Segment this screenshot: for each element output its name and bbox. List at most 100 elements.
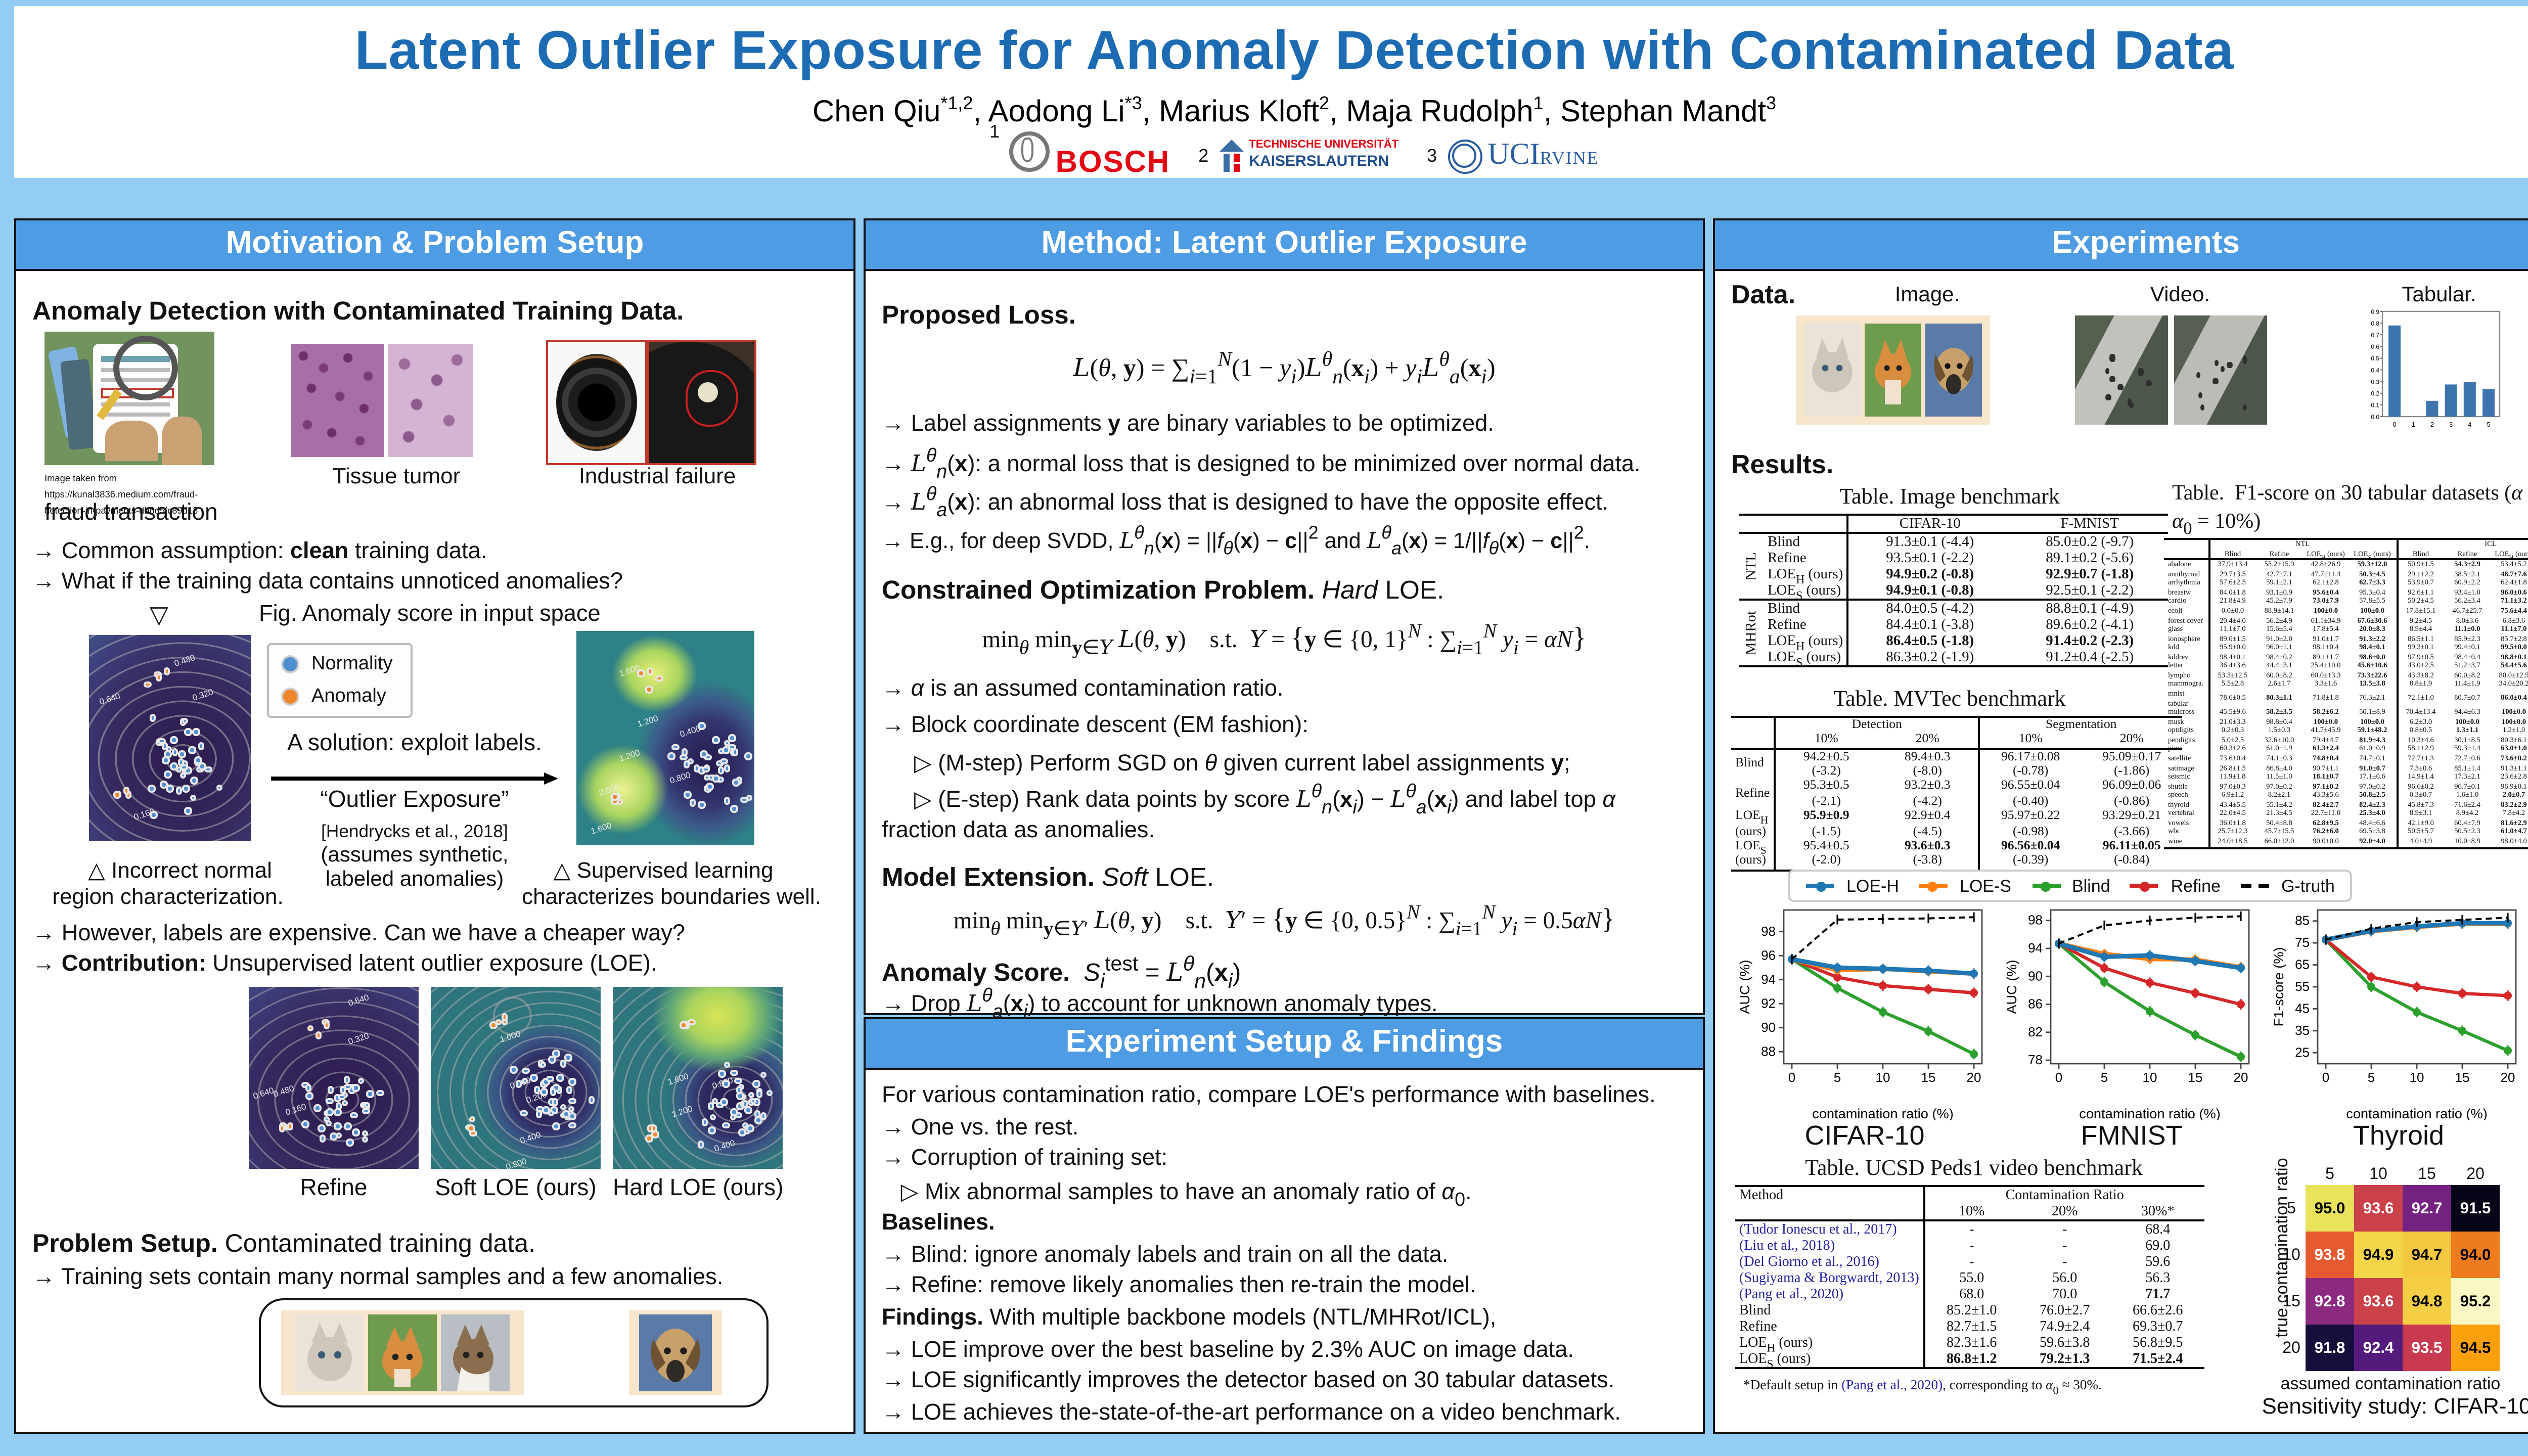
heatmap-cell: 95.0 (2306, 1185, 2354, 1232)
normal-sample-dot (170, 737, 178, 744)
svg-text:90: 90 (2028, 968, 2043, 983)
pedestrian-dot (2104, 368, 2109, 375)
table-cell: 93.2±0.3 (-4.2) (1904, 779, 1951, 809)
table-cell: 8.2±2.1 (2268, 791, 2291, 799)
table-cell: 20% (2119, 733, 2144, 747)
table-cell: 90.0±0.0 (2313, 837, 2339, 845)
table-cell: 55.2±15.9 (2264, 560, 2294, 569)
table-cell: 44.4±3.1 (2266, 662, 2292, 670)
mstep-bullet: ▷ (M-step) Perform SGD on θ given curren… (914, 752, 1570, 777)
table-cell: 82.3±1.6 (1923, 1335, 2018, 1351)
table-cell: LOES (ours) (1735, 839, 1767, 868)
setup-line: → One vs. the rest. (882, 1115, 1079, 1140)
table-cell: 93.6±0.3 (-3.8) (1904, 839, 1951, 868)
table-cell: Method (1739, 1187, 1784, 1203)
legend-anomaly: Anomaly (281, 686, 398, 708)
table-cell: MHRot (1743, 611, 1759, 655)
tabular-label: Tabular. (2402, 283, 2476, 307)
magnifier-icon (113, 336, 178, 400)
normal-sample-dot (683, 761, 691, 768)
table-cell: 18.1±0.7 (2313, 772, 2339, 781)
table-cell: 62.8±9.5 (2313, 818, 2339, 827)
normal-sample-dot (752, 1080, 760, 1087)
normal-sample-dot (708, 1126, 716, 1134)
normal-sample-dot (712, 736, 719, 744)
table-cell: 89.1±0.2 (-5.6) (2046, 550, 2134, 566)
tissue-caption: Tissue tumor (332, 465, 461, 489)
table-cell: Contamination Ratio (1923, 1186, 2204, 1203)
normal-sample-dot (352, 1084, 360, 1091)
svg-text:0: 0 (1788, 1070, 1795, 1085)
svg-text:2: 2 (2430, 421, 2434, 428)
bullet-contribution: → Contribution: Unsupervised latent outl… (32, 952, 657, 977)
normal-sample-dot (560, 1104, 567, 1111)
table-cell: 43.3±8.2 (2396, 671, 2444, 680)
table-cell: 10.3±4.6 (2396, 736, 2444, 745)
table-cell: 89.1±1.7 (2313, 653, 2339, 661)
table-cell: 11.9±1.8 (2207, 772, 2256, 782)
training-set-box (259, 1298, 769, 1407)
table-cell: 86.3±0.2 (-1.9) (1847, 649, 2011, 666)
video-frame-2 (2174, 315, 2267, 425)
table-cell: 8.9±4.2 (2456, 809, 2479, 818)
table-cell: 59.6 (2145, 1254, 2171, 1270)
fig-marker: ▽ (150, 601, 168, 629)
table-cell: 69.0 (2145, 1238, 2171, 1254)
table-cell: 8.9±3.1 (2396, 809, 2444, 819)
table-cell: 92.9±0.4 (-4.5) (1904, 809, 1951, 839)
table-cell: 11.1±7.0 (2501, 625, 2527, 633)
table-cell: 17.3±2.1 (2454, 772, 2480, 781)
table-cell: mammogra. (2168, 680, 2203, 689)
heatmap-cell: 94.9 (2354, 1232, 2403, 1278)
tabular-f1-table: NTL ICL Blind Refine LOEH (ours) LOES (ours) B… (2164, 538, 2528, 848)
legend-item-refine: Refine (2130, 876, 2221, 896)
table-cell: Blind (2207, 549, 2256, 560)
table-cell: 21.8±4.9 (2207, 597, 2256, 607)
table-cell: kdd (2168, 643, 2179, 652)
table-cell: 25.4±10.0 (2311, 662, 2341, 670)
table-cell: 97.0±0.3 (2207, 782, 2256, 791)
table-cell: 88.9±14.1 (2264, 606, 2294, 615)
table-cell: 89.6±0.2 (-4.1) (2046, 617, 2134, 633)
table-cell: 6.8±3.6 (2502, 616, 2525, 624)
table-cell: LOEH (ours) (1739, 1335, 1813, 1356)
table-cell: NTL (1743, 552, 1759, 580)
normal-sample-dot (745, 794, 753, 802)
table-cell: 72.1±1.0 (2396, 690, 2444, 708)
cifar10-title: CIFAR-10 (1804, 1120, 1925, 1151)
table-cell: 60.9±2.2 (2454, 579, 2480, 587)
table-cell: 26.8±1.5 (2207, 763, 2256, 773)
table-cell: 97.9±0.5 (2396, 653, 2444, 662)
table-cell: 91.3±2.2 (2359, 634, 2385, 643)
video-label: Video. (2150, 283, 2210, 307)
pedestrian-dot (2118, 383, 2123, 390)
normal-sample-dot (530, 1074, 537, 1082)
hard-loe-formula: minθ miny∈Y L(θ, y) s.t. Y = {y ∈ {0, 1}… (982, 621, 1587, 660)
table-cell: 45.7±15.5 (2264, 828, 2294, 836)
table-cell: - (2062, 1221, 2067, 1238)
table-cell: 50.9±1.5 (2396, 559, 2444, 570)
plot-label-soft: Soft LOE (ours) (435, 1177, 597, 1201)
setup-line: → LOE achieves the-state-of-the-art perf… (882, 1401, 1621, 1426)
normal-sample-dot (731, 748, 739, 755)
normal-sample-dot (765, 1089, 773, 1097)
contour-level-label: 0.320 (346, 1031, 370, 1048)
table-cell: 11.5±1.0 (2266, 772, 2292, 781)
table-cell: Refine (2269, 549, 2289, 558)
table-cell (2164, 549, 2208, 559)
table-cell: 11.1±7.0 (2207, 625, 2256, 634)
table-cell: Blind (1768, 601, 1800, 617)
heatmap-cell: 92.8 (2306, 1278, 2354, 1325)
table-cell: 73.6±0.4 (2207, 754, 2256, 763)
svg-text:94: 94 (1761, 972, 1776, 987)
table-cell (1731, 733, 1775, 748)
contour-level-label: 0.480 (271, 1082, 295, 1099)
table-cell: 61.3±2.4 (2313, 745, 2339, 753)
anomaly-sample-dot (278, 1124, 286, 1132)
heatmap-cell: 92.4 (2354, 1325, 2403, 1371)
normal-sample-dot (720, 1098, 729, 1106)
svg-text:0.2: 0.2 (2371, 390, 2379, 397)
table-cell: LOEH (ours) (2495, 549, 2528, 561)
motivation-heading: Anomaly Detection with Contaminated Trai… (32, 295, 684, 326)
contour-level-label: 1.600 (666, 1071, 690, 1087)
